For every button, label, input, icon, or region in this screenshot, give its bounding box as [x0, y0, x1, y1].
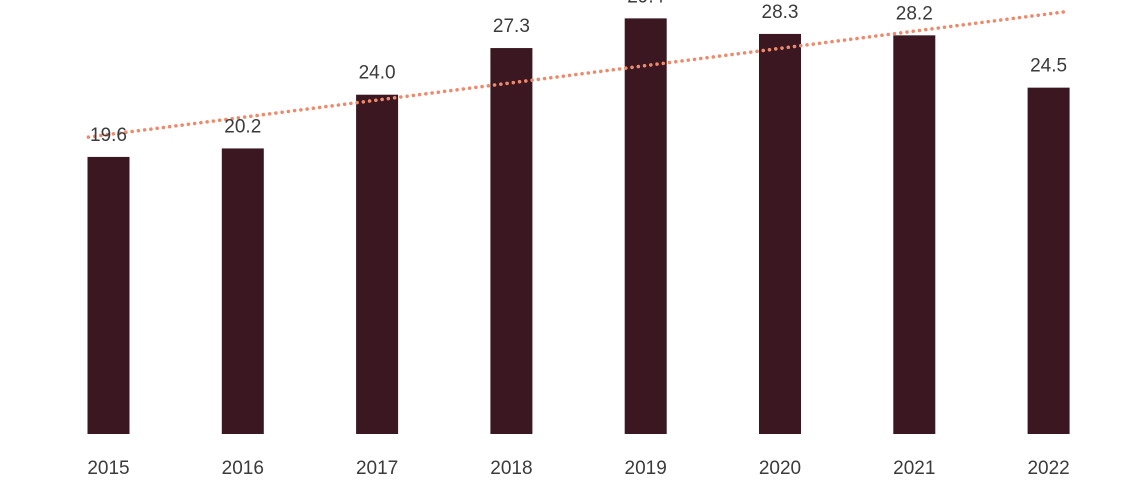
- bar-2020: [759, 33, 801, 434]
- value-label-2017: 24.0: [359, 63, 396, 84]
- x-tick-2019: 2019: [625, 458, 667, 479]
- bars-layer: [87, 18, 1070, 435]
- x-tick-2020: 2020: [759, 458, 801, 479]
- bar-2019: [624, 18, 667, 435]
- value-label-2019: 29.4: [627, 0, 664, 7]
- value-label-2022: 24.5: [1030, 56, 1067, 77]
- value-label-2021: 28.2: [896, 3, 933, 24]
- x-tick-2018: 2018: [490, 458, 532, 479]
- x-tick-2022: 2022: [1027, 458, 1069, 479]
- x-tick-2017: 2017: [356, 458, 398, 479]
- trendline: [86, 9, 1071, 139]
- x-tick-2015: 2015: [87, 458, 129, 479]
- bar-2017: [356, 94, 399, 434]
- bar-2016: [221, 148, 264, 435]
- value-label-2016: 20.2: [224, 116, 261, 137]
- bar-2021: [893, 35, 936, 435]
- bar-2015: [87, 156, 130, 434]
- value-label-2018: 27.3: [493, 16, 530, 37]
- value-labels-layer: 19.6 20.2 24.0 27.3 29.4 28.3 28.2 24.5: [90, 0, 1067, 146]
- x-tick-2021: 2021: [893, 458, 935, 479]
- x-axis-ticks: 2015 2016 2017 2018 2019 2020 2021 2022: [87, 458, 1069, 479]
- value-label-2020: 28.3: [762, 2, 799, 23]
- bar-2018: [490, 48, 533, 434]
- x-tick-2016: 2016: [222, 458, 264, 479]
- bar-2022: [1027, 87, 1070, 435]
- value-label-2015: 19.6: [90, 125, 127, 146]
